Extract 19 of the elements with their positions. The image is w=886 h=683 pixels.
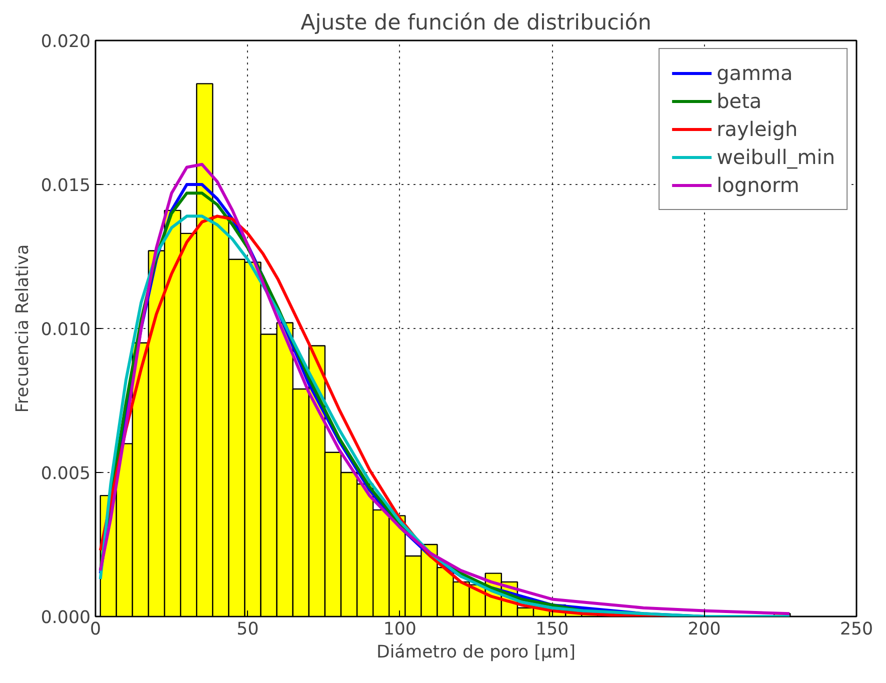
legend-label: lognorm <box>716 173 800 197</box>
legend-label: rayleigh <box>716 117 798 141</box>
y-tick-label: 0.015 <box>40 176 91 196</box>
x-tick-label: 0 <box>90 620 102 640</box>
x-tick-label: 150 <box>536 620 569 640</box>
x-tick-label: 250 <box>840 620 874 640</box>
x-axis-title: Diámetro de poro [μm] <box>376 642 576 662</box>
legend-label: gamma <box>716 61 793 85</box>
x-tick-label: 200 <box>688 620 721 640</box>
y-tick-label: 0.020 <box>40 32 91 52</box>
x-tick-label: 50 <box>236 620 259 640</box>
legend-label: beta <box>716 89 762 113</box>
y-tick-label: 0.010 <box>40 320 91 340</box>
chart-title: Ajuste de función de distribución <box>300 10 652 36</box>
legend-label: weibull_min <box>716 145 835 169</box>
y-axis-title: Frecuencia Relativa <box>12 244 33 413</box>
y-tick-label: 0.000 <box>40 608 91 628</box>
x-tick-label: 100 <box>383 620 416 640</box>
y-tick-label: 0.005 <box>40 464 91 484</box>
